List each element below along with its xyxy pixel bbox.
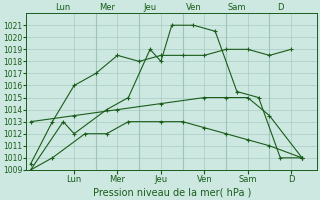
X-axis label: Pression niveau de la mer( hPa ): Pression niveau de la mer( hPa ) bbox=[92, 187, 251, 197]
